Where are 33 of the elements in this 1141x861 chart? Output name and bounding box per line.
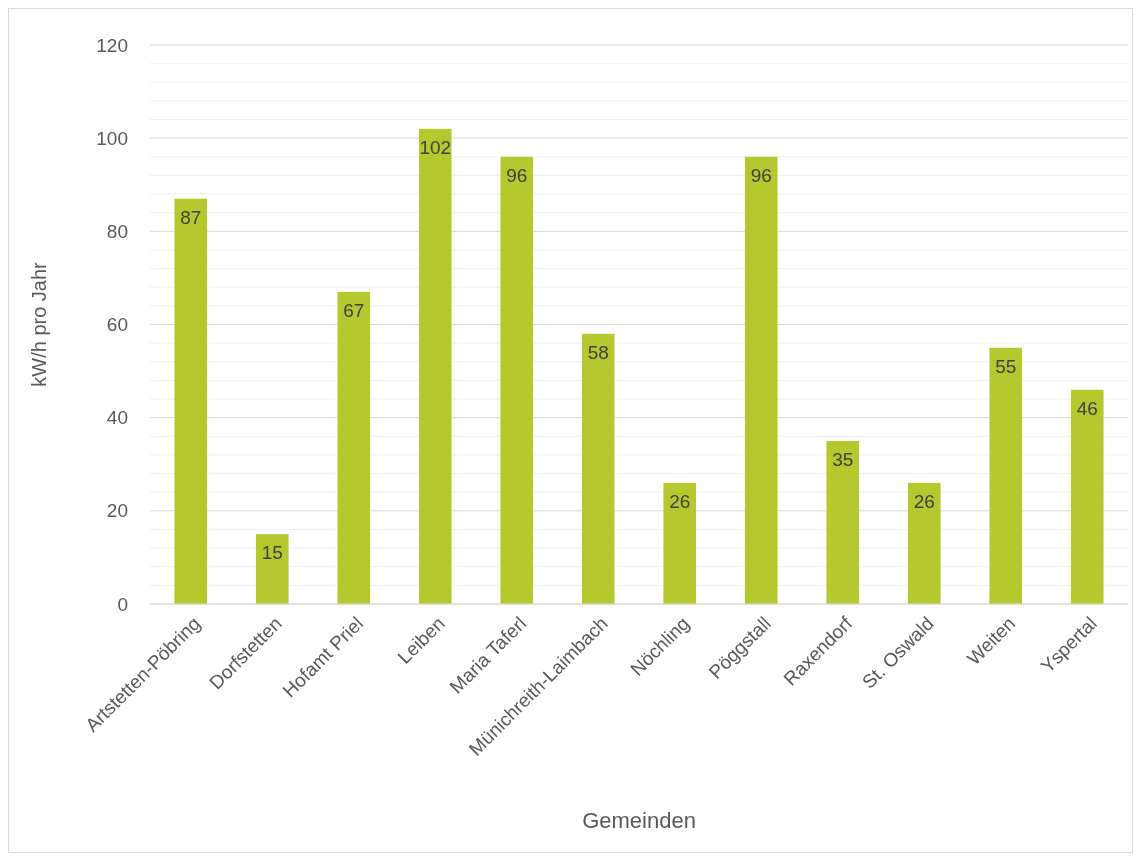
y-tick-label: 100 <box>96 127 128 149</box>
y-tick-label: 0 <box>117 593 128 615</box>
data-label: 67 <box>343 299 365 321</box>
y-axis-title: kW/h pro Jahr <box>28 261 50 387</box>
data-label: 26 <box>669 490 691 512</box>
y-tick-label: 120 <box>96 34 128 56</box>
data-label: 26 <box>913 490 935 512</box>
data-label: 58 <box>587 341 609 363</box>
y-tick-label: 80 <box>106 220 128 242</box>
data-label: 55 <box>995 355 1017 377</box>
bar <box>581 333 615 604</box>
bar <box>989 347 1023 604</box>
bar <box>418 128 452 604</box>
data-label: 96 <box>506 164 528 186</box>
data-label: 96 <box>750 164 772 186</box>
bar <box>337 291 371 604</box>
data-label: 87 <box>180 206 202 228</box>
bar <box>255 534 289 604</box>
bar <box>744 156 778 604</box>
bar <box>826 440 860 604</box>
bar <box>500 156 534 604</box>
y-tick-label: 20 <box>106 500 128 522</box>
y-tick-label: 40 <box>106 407 128 429</box>
x-axis-title: Gemeinden <box>582 808 696 833</box>
bar <box>663 482 697 604</box>
bar <box>1070 389 1104 604</box>
data-label: 35 <box>832 448 854 470</box>
data-label: 46 <box>1076 397 1098 419</box>
y-tick-label: 60 <box>106 314 128 336</box>
data-label: 102 <box>419 136 452 158</box>
data-label: 15 <box>261 542 283 564</box>
bar <box>907 482 941 604</box>
bar <box>174 198 208 604</box>
